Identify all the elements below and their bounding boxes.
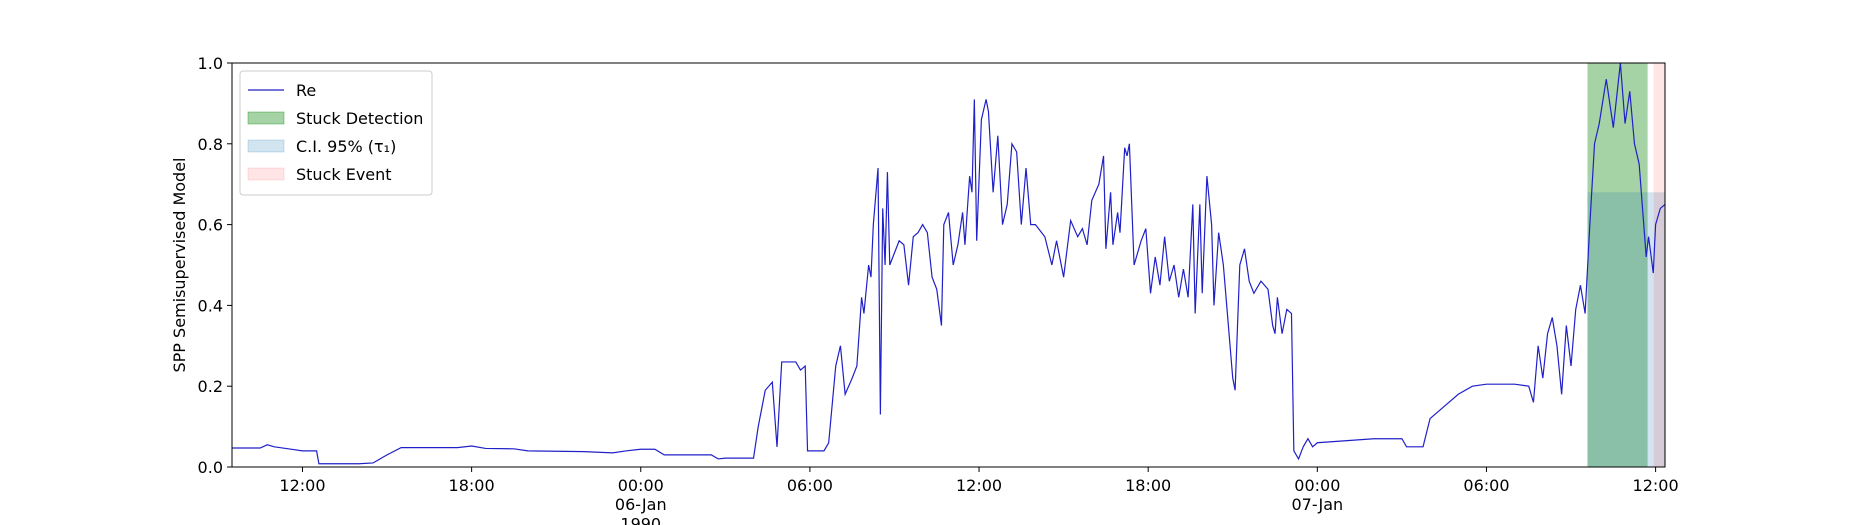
axes-frame bbox=[231, 62, 1666, 468]
x-tick-label: 00:00 07-Jan bbox=[1291, 476, 1343, 514]
legend-patch bbox=[247, 167, 285, 181]
legend: Re Stuck Detection C.I. 95% (τ₁) Stuck Even… bbox=[239, 70, 433, 196]
y-tick-label: 0.2 bbox=[198, 377, 223, 396]
y-axis-label: SPP Semisupervised Model bbox=[170, 158, 189, 373]
x-tick-label: 06:00 bbox=[787, 476, 833, 495]
legend-label: Stuck Detection bbox=[296, 109, 423, 128]
y-tick-label: 0.6 bbox=[198, 216, 223, 235]
legend-patch bbox=[247, 111, 285, 125]
legend-patch bbox=[247, 139, 285, 153]
y-tick-label: 0.0 bbox=[198, 458, 223, 477]
x-tick-label: 12:00 bbox=[279, 476, 325, 495]
x-tick-label: 12:00 bbox=[956, 476, 1002, 495]
y-tick-label: 0.4 bbox=[198, 296, 223, 315]
y-tick-label: 0.8 bbox=[198, 135, 223, 154]
span bbox=[1587, 192, 1665, 467]
x-tick-label: 06:00 bbox=[1463, 476, 1509, 495]
legend-label: C.I. 95% (τ₁) bbox=[296, 137, 396, 156]
legend-box bbox=[239, 70, 433, 196]
legend-label: Re bbox=[296, 81, 316, 100]
x-tick-label: 12:00 bbox=[1633, 476, 1679, 495]
x-tick-label: 00:00 06-Jan 1990 bbox=[615, 476, 667, 525]
data-line bbox=[232, 62, 1666, 465]
legend-label: Stuck Event bbox=[296, 165, 392, 184]
x-tick-label: 18:00 bbox=[1125, 476, 1171, 495]
span bbox=[1653, 63, 1665, 467]
x-tick-label: 18:00 bbox=[449, 476, 495, 495]
y-tick-label: 1.0 bbox=[198, 54, 223, 73]
